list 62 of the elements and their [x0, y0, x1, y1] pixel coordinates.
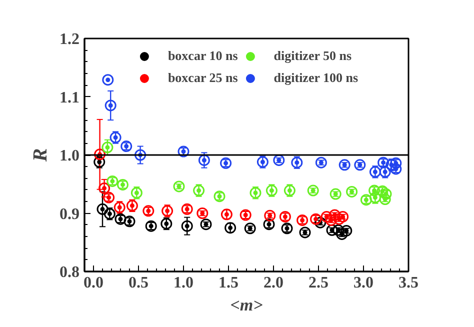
- y-axis-title: R: [30, 148, 52, 163]
- legend-label: boxcar 10 ns: [168, 48, 238, 64]
- x-tick-label: 2.0: [264, 274, 284, 292]
- point: [198, 154, 210, 166]
- point: [263, 218, 275, 230]
- x-tick-label: 2.5: [308, 274, 328, 292]
- point: [354, 159, 366, 171]
- legend-label: digitizer 100 ns: [274, 70, 358, 86]
- point: [273, 154, 285, 166]
- point: [330, 188, 342, 200]
- y-tick-label: 1.1: [60, 89, 80, 106]
- y-tick-label: 0.8: [60, 264, 80, 281]
- point: [315, 156, 327, 168]
- point: [214, 190, 226, 202]
- point: [338, 159, 350, 171]
- x-tick-label: 3.5: [398, 274, 418, 292]
- point: [256, 156, 268, 168]
- point: [291, 156, 303, 168]
- point: [314, 216, 326, 228]
- point: [178, 146, 190, 158]
- point: [110, 132, 122, 144]
- point: [103, 192, 115, 204]
- point: [244, 222, 256, 234]
- legend-label: boxcar 25 ns: [168, 70, 238, 86]
- point: [126, 200, 138, 212]
- point: [200, 218, 212, 230]
- point: [102, 74, 114, 86]
- point: [102, 142, 114, 154]
- point: [240, 209, 252, 221]
- x-tick-label: 0.0: [84, 274, 104, 292]
- x-tick-label: 3.0: [354, 274, 374, 292]
- x-tick-label: 1.5: [218, 274, 238, 292]
- point: [279, 211, 291, 222]
- point: [104, 100, 116, 112]
- y-tick-label: 0.9: [60, 206, 80, 223]
- point: [307, 184, 319, 196]
- point: [296, 214, 308, 226]
- point: [120, 140, 132, 152]
- point: [173, 180, 185, 192]
- point: [281, 222, 293, 234]
- point: [94, 156, 106, 168]
- point: [346, 186, 358, 198]
- point: [114, 202, 126, 214]
- y-tick-label: 1.0: [60, 148, 80, 164]
- point: [193, 184, 205, 196]
- point: [266, 184, 278, 196]
- point: [224, 222, 236, 234]
- point: [196, 208, 208, 219]
- x-tick-label: 1.0: [174, 274, 194, 292]
- x-tick-label: 0.5: [128, 274, 148, 292]
- point: [142, 205, 154, 217]
- y-tick-label: 1.2: [60, 31, 80, 48]
- point: [181, 203, 193, 215]
- point: [299, 226, 311, 238]
- x-axis-title: <m>: [230, 296, 264, 314]
- point: [284, 184, 296, 196]
- point: [220, 157, 232, 169]
- point: [145, 220, 157, 232]
- point: [181, 220, 193, 232]
- point: [220, 208, 232, 220]
- point: [250, 187, 262, 199]
- legend-label: digitizer 50 ns: [274, 48, 352, 64]
